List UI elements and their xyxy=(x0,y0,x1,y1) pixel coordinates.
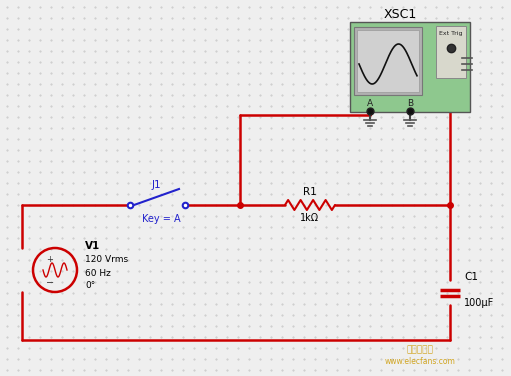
Text: 60 Hz: 60 Hz xyxy=(85,268,111,277)
Text: 0°: 0° xyxy=(85,280,95,290)
FancyBboxPatch shape xyxy=(436,26,466,78)
Text: www.elecfans.com: www.elecfans.com xyxy=(385,358,455,367)
Text: B: B xyxy=(407,99,413,108)
Text: 100μF: 100μF xyxy=(464,297,494,308)
Text: Key = A: Key = A xyxy=(142,214,180,224)
FancyBboxPatch shape xyxy=(350,22,470,112)
Text: −: − xyxy=(46,278,54,288)
FancyBboxPatch shape xyxy=(354,27,422,95)
FancyBboxPatch shape xyxy=(357,30,419,92)
Text: V1: V1 xyxy=(85,241,100,251)
Text: Ext Trig: Ext Trig xyxy=(439,32,463,36)
Text: C1: C1 xyxy=(464,271,478,282)
Text: 电子发烧友: 电子发烧友 xyxy=(407,346,433,355)
Text: 120 Vrms: 120 Vrms xyxy=(85,256,128,264)
Text: +: + xyxy=(47,255,54,264)
Text: J1: J1 xyxy=(152,180,161,190)
Text: 1kΩ: 1kΩ xyxy=(300,213,319,223)
Text: XSC1: XSC1 xyxy=(383,8,416,21)
Text: R1: R1 xyxy=(303,187,317,197)
Text: A: A xyxy=(367,99,373,108)
